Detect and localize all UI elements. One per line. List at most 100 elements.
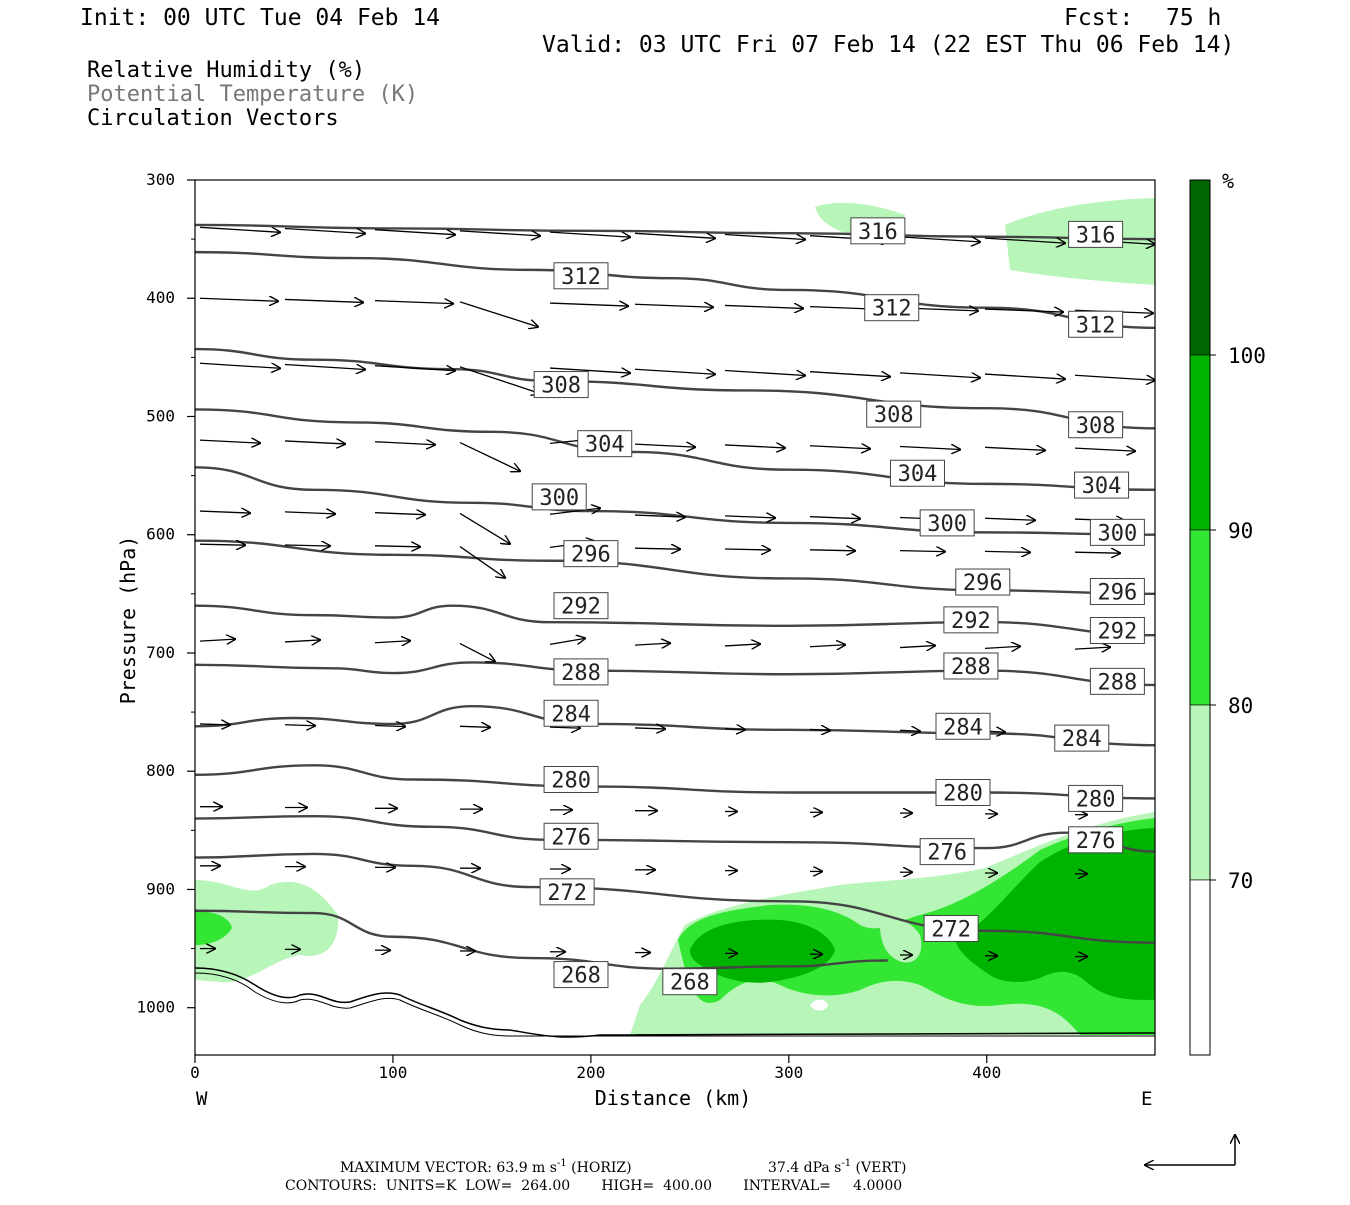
isentrope-300 [195,466,1155,536]
contour-label: 280 [943,782,983,807]
contour-labels: 316 316 312 312 312 308 308 308 304 304 304 300 300 3… [531,217,1145,996]
plot-frame [194,179,1156,1056]
circulation-vector [1074,552,1120,553]
circulation-vector [459,512,510,543]
contour-label: 300 [1098,521,1138,546]
contour-label-box [531,483,587,511]
rh-region-lower-90-east [955,828,1155,1000]
circulation-vector [984,646,1020,648]
circulation-vector [899,236,980,242]
contour-label-box [955,568,1011,596]
circulation-vector [549,231,630,237]
contour-label-box [539,878,595,906]
x-axis-west-label: W [196,1088,208,1110]
contour-label: 312 [872,297,912,322]
circulation-vector [984,309,1063,312]
contour-label: 300 [927,512,967,537]
circulation-vector [984,518,1035,520]
circulation-vector [374,229,455,235]
y-tick-label: 700 [146,643,175,662]
contour-label-box [935,779,991,806]
contour-label: 276 [1076,829,1116,854]
contour-label-box [543,699,599,727]
contour-label: 316 [858,220,898,245]
circulation-vector [809,730,830,731]
contour-label: 312 [1076,313,1116,338]
footer-contour-info: CONTOURS: UNITS=K LOW= 264.00 HIGH= 400.… [285,1178,902,1194]
circulation-vector [1074,647,1110,649]
circulation-vector [284,725,315,726]
contour-label-box [553,658,609,686]
colorbar-segment [1189,879,1211,1056]
contour-label: 284 [943,715,983,740]
forecast-label: Fcst: [1064,5,1133,31]
contour-label: 304 [585,433,625,458]
circulation-vector [724,369,805,375]
contour-label-box [866,400,922,428]
reference-vector [1145,1135,1235,1165]
colorbar-frame [1189,179,1211,1056]
colorbar-segment [1189,704,1211,881]
circulation-vector [549,303,628,306]
contour-label-box [919,509,975,537]
y-tick-label: 900 [146,879,175,898]
circulation-vector [724,305,803,308]
circulation-vector [899,646,935,648]
circulation-vector [809,446,870,449]
circulation-vector [724,445,785,448]
contour-label: 316 [1076,223,1116,248]
x-axis: 0 100 200 300 400 [190,1055,1001,1082]
contour-label: 308 [1076,414,1116,439]
contour-label: 272 [931,917,971,942]
x-tick-label: 200 [576,1063,605,1082]
circulation-vector [374,546,420,547]
x-axis-label: Distance (km) [595,1086,752,1110]
circulation-vector [284,299,363,302]
contour-label-box [1068,784,1124,812]
circulation-vector [199,724,230,725]
circulation-vector [809,517,860,519]
colorbar: 100 90 80 70 [1189,179,1266,1056]
contour-label: 268 [670,971,710,996]
circulation-vector [374,365,455,371]
circulation-vector [549,727,580,728]
isentrope-280 [195,764,1155,800]
x-tick-label: 300 [774,1063,803,1082]
circulation-vector [1074,374,1155,380]
circulation-vector [809,550,855,551]
rh-region-lower-white-hole [810,999,828,1011]
circulation-vector [899,372,980,378]
circulation-vector [724,729,745,730]
contour-label: 308 [874,403,914,428]
circulation-vector [984,551,1030,552]
y-tick-label: 1000 [136,998,175,1017]
colorbar-label: 70 [1228,869,1253,893]
field-title-theta: Potential Temperature (K) [87,82,418,107]
rh-region-left-80 [195,911,232,945]
circulation-vector [284,227,365,233]
circulation-vector [899,551,945,552]
circulation-vector [459,441,520,472]
contour-label-box [577,430,633,458]
footer-vert-vector: 37.4 dPa s-1 (VERT) [768,1158,906,1176]
contour-label-box [850,217,906,245]
isentrope-292 [195,604,1155,637]
isentrope-304 [195,408,1155,491]
circulation-vector [459,301,538,327]
contour-label: 292 [561,595,601,620]
contour-label: 280 [551,768,591,793]
colorbar-segment [1189,354,1211,531]
contour-label: 300 [539,486,579,511]
contour-label-box [923,914,979,942]
contour-label-box [543,765,599,793]
contour-label-box [543,822,599,850]
contour-label: 296 [1098,580,1138,605]
circulation-vector [459,726,490,727]
circulation-vector [284,363,365,369]
contour-label-box [919,838,975,866]
y-tick-label: 800 [146,761,175,780]
circulation-vector [724,233,805,239]
circulation-vector [634,515,685,517]
contour-label: 288 [951,655,991,680]
